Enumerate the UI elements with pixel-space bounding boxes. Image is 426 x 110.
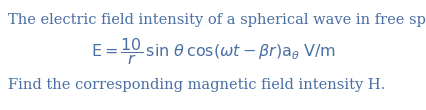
Text: Find the corresponding magnetic field intensity H.: Find the corresponding magnetic field in… <box>8 78 384 92</box>
Text: The electric field intensity of a spherical wave in free space is given by: The electric field intensity of a spheri… <box>8 13 426 27</box>
Text: $\mathrm{E} = \dfrac{10}{r}\,\sin\,\theta\,\cos(\omega t - \beta r)\mathrm{a}_\t: $\mathrm{E} = \dfrac{10}{r}\,\sin\,\thet… <box>90 37 335 68</box>
